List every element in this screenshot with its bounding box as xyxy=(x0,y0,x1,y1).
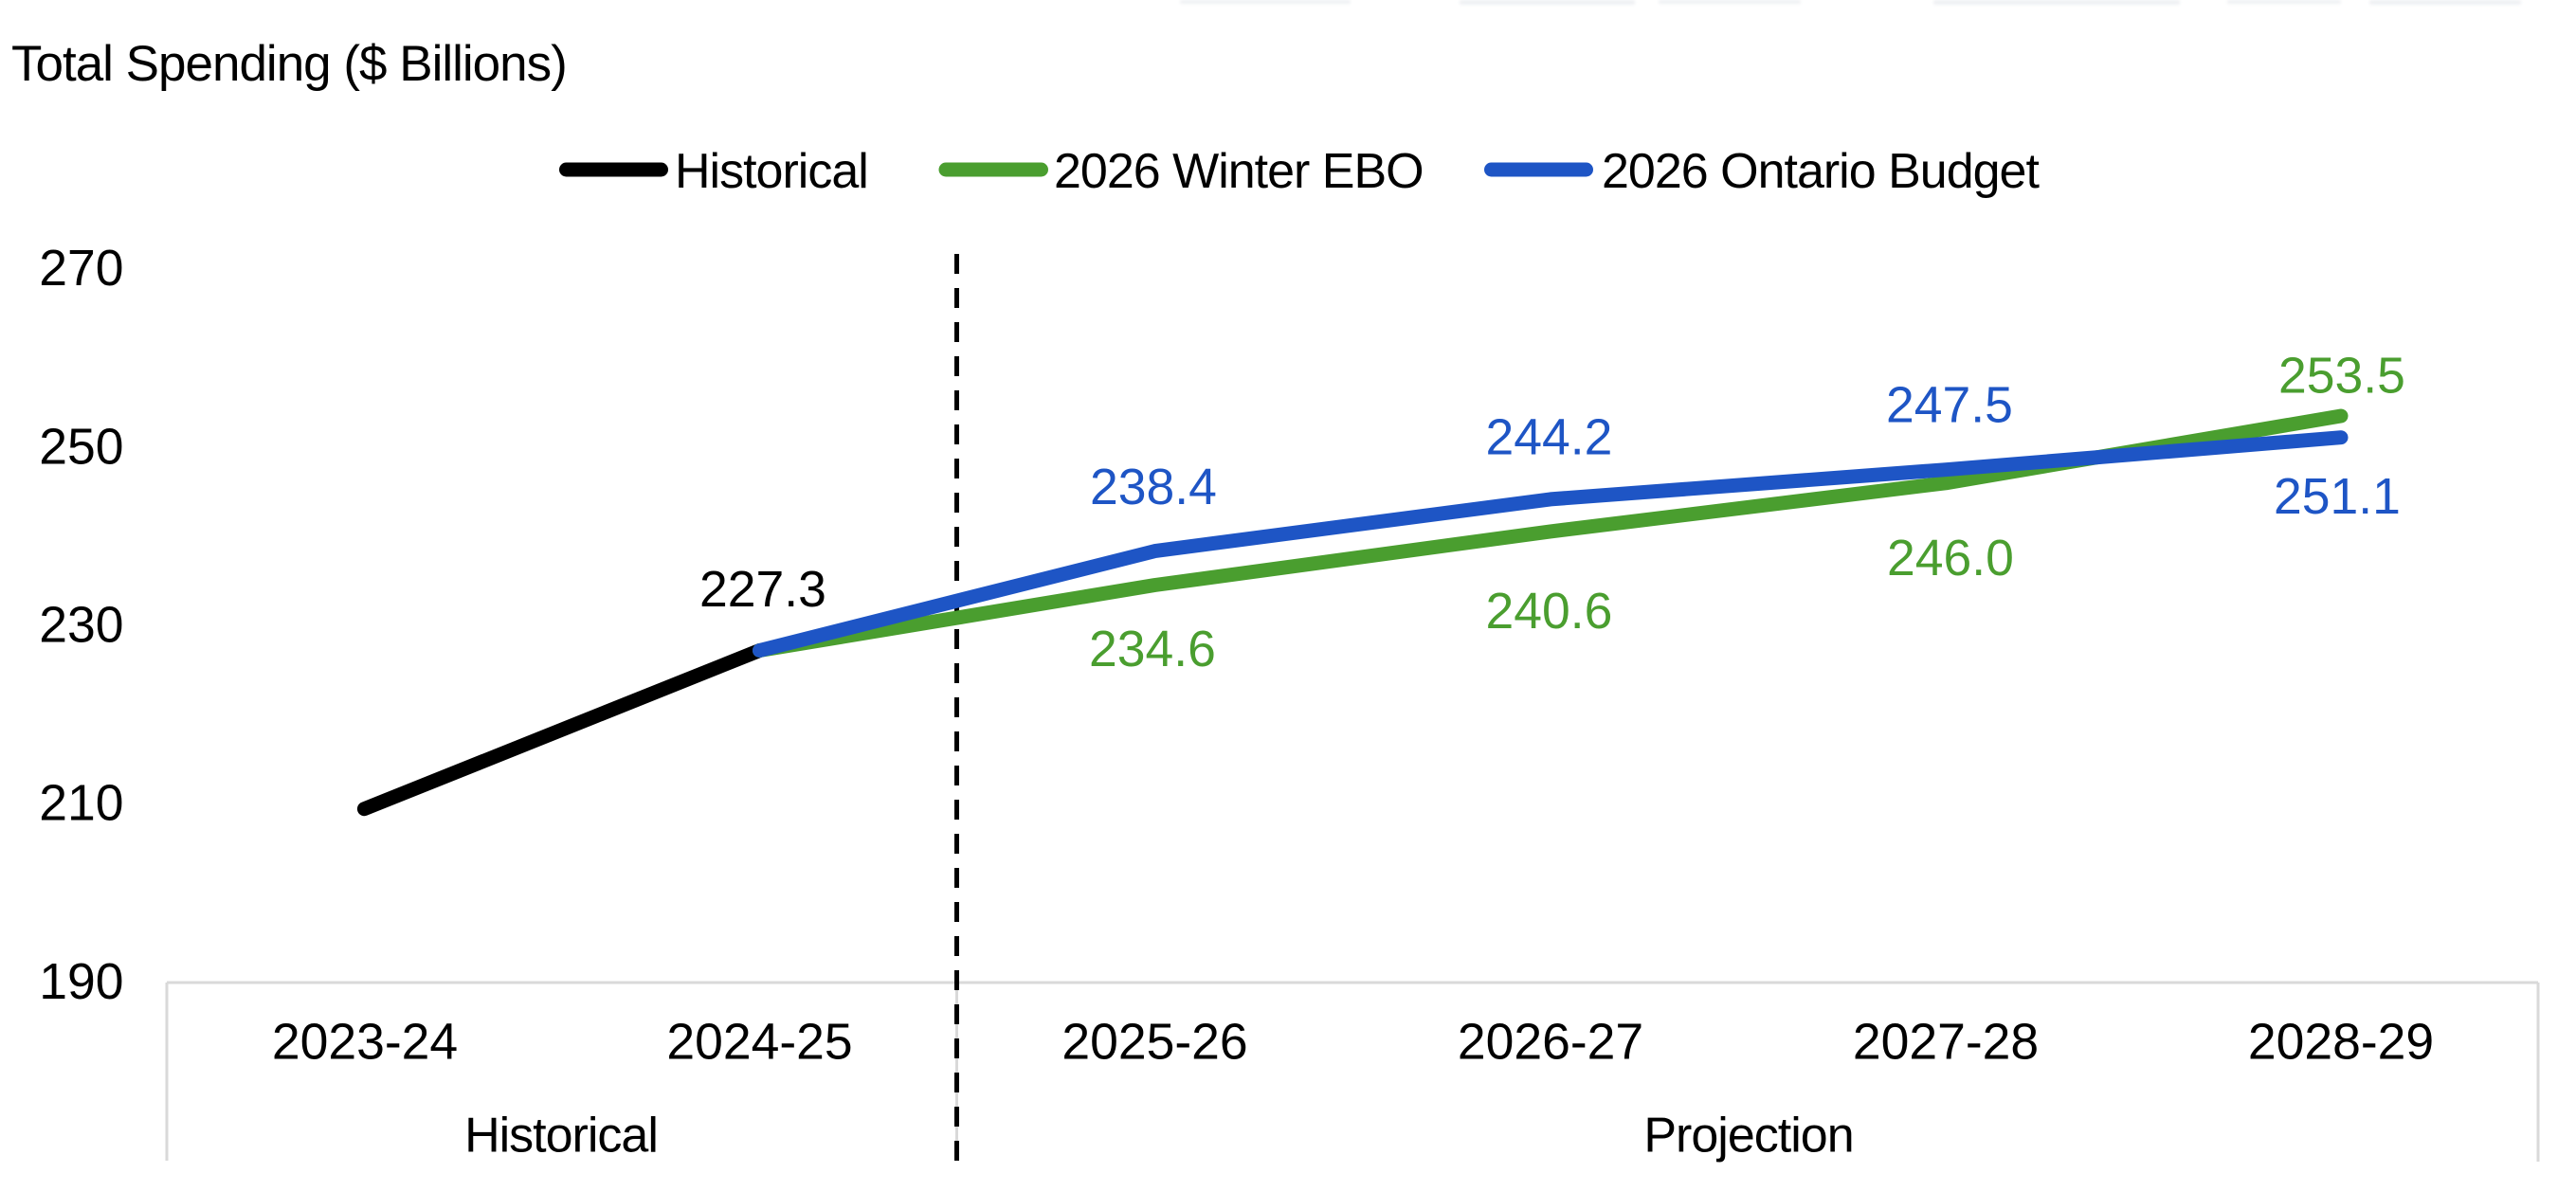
svg-text:Historical: Historical xyxy=(464,1109,658,1164)
svg-text:227.3: 227.3 xyxy=(699,562,826,618)
svg-text:Projection: Projection xyxy=(1643,1109,1853,1164)
svg-text:247.5: 247.5 xyxy=(1886,378,2013,434)
svg-text:234.6: 234.6 xyxy=(1089,622,1216,677)
svg-text:2026 Ontario Budget: 2026 Ontario Budget xyxy=(1602,144,2040,199)
svg-text:2026-27: 2026-27 xyxy=(1458,1015,1643,1071)
svg-text:Total Spending ($ Billions): Total Spending ($ Billions) xyxy=(11,36,567,92)
svg-text:190: 190 xyxy=(39,954,123,1010)
svg-text:250: 250 xyxy=(39,420,123,476)
svg-text:244.2: 244.2 xyxy=(1486,410,1613,466)
svg-text:2026 Winter EBO: 2026 Winter EBO xyxy=(1054,144,1424,199)
svg-text:251.1: 251.1 xyxy=(2274,469,2401,525)
svg-text:2024-25: 2024-25 xyxy=(666,1015,852,1071)
svg-text:Historical: Historical xyxy=(675,144,868,199)
svg-text:230: 230 xyxy=(39,598,123,654)
svg-text:246.0: 246.0 xyxy=(1887,531,2014,586)
svg-text:253.5: 253.5 xyxy=(2278,349,2405,405)
svg-text:2028-29: 2028-29 xyxy=(2248,1015,2434,1071)
svg-text:210: 210 xyxy=(39,776,123,832)
svg-text:270: 270 xyxy=(39,241,123,297)
svg-text:2025-26: 2025-26 xyxy=(1061,1015,1247,1071)
svg-text:238.4: 238.4 xyxy=(1090,460,1217,515)
svg-text:2027-28: 2027-28 xyxy=(1853,1015,2039,1071)
svg-text:240.6: 240.6 xyxy=(1486,584,1613,640)
svg-text:2023-24: 2023-24 xyxy=(272,1015,458,1071)
